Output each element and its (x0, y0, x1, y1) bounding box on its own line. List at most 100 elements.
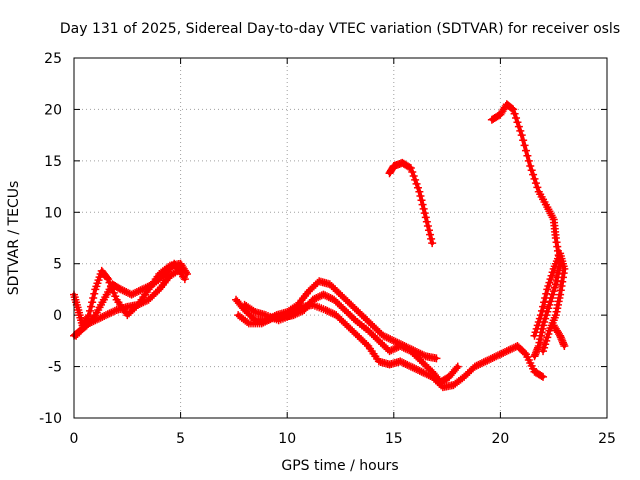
data-point-marker (413, 366, 422, 374)
y-tick-label: 15 (44, 154, 62, 170)
y-tick-label: 5 (53, 257, 62, 273)
data-point-marker (467, 366, 476, 374)
data-point-marker (378, 340, 387, 349)
data-point-marker (91, 316, 100, 325)
data-point-marker (310, 294, 319, 303)
data-point-marker (372, 324, 381, 333)
data-point-marker (101, 311, 110, 320)
data-point-marker (174, 266, 183, 275)
data-point-marker (89, 294, 98, 302)
data-point-marker (413, 354, 422, 362)
data-point-marker (539, 347, 548, 356)
data-point-marker (133, 300, 142, 309)
data-point-marker (151, 288, 160, 297)
data-point-marker (481, 357, 490, 366)
data-point-marker (418, 350, 427, 359)
data-point-marker (329, 283, 338, 292)
data-point-marker (361, 314, 370, 323)
data-point-marker (453, 362, 462, 371)
data-point-marker (337, 302, 346, 311)
data-point-marker (105, 309, 114, 318)
data-point-marker (331, 285, 340, 294)
data-point-marker (304, 287, 313, 296)
data-point-marker (424, 371, 433, 380)
data-point-marker (420, 351, 429, 360)
data-point-marker (541, 294, 550, 302)
data-point-marker (296, 304, 305, 313)
data-point-marker (309, 282, 318, 291)
data-point-marker (134, 287, 143, 296)
data-point-marker (422, 370, 431, 379)
data-point-marker (544, 330, 553, 338)
data-point-marker (403, 360, 412, 369)
data-point-marker (80, 321, 89, 330)
data-point-marker (545, 300, 554, 309)
data-point-marker (399, 343, 408, 352)
y-tick-label: -5 (48, 360, 62, 376)
data-point-marker (109, 288, 118, 297)
data-point-marker (535, 314, 544, 323)
y-tick-label: 10 (44, 205, 62, 221)
data-point-marker (396, 357, 405, 366)
data-point-marker (321, 291, 330, 300)
data-point-marker (465, 367, 474, 376)
data-point-marker (135, 300, 144, 308)
data-point-marker (338, 304, 347, 313)
data-point-marker (324, 293, 333, 302)
data-point-marker (176, 264, 185, 273)
data-point-marker (548, 290, 557, 299)
data-point-marker (397, 342, 406, 351)
data-point-marker (348, 326, 357, 335)
data-point-marker (120, 287, 129, 296)
data-point-marker (389, 345, 398, 354)
data-point-marker (96, 313, 105, 322)
data-point-marker (144, 295, 153, 304)
data-point-marker (406, 362, 415, 371)
data-point-marker (334, 312, 343, 321)
data-point-marker (82, 320, 91, 329)
data-point-marker (141, 297, 150, 306)
data-point-marker (124, 288, 133, 297)
data-point-marker (354, 307, 363, 316)
data-point-marker (373, 326, 382, 335)
data-point-marker (87, 318, 96, 326)
data-point-marker (521, 146, 530, 155)
data-point-marker (90, 289, 99, 298)
data-point-marker (432, 354, 441, 363)
data-point-marker (321, 306, 330, 314)
data-point-marker (412, 352, 421, 361)
data-point-marker (349, 314, 358, 323)
data-point-marker (157, 273, 166, 282)
data-point-marker (330, 295, 339, 304)
data-point-marker (543, 307, 552, 316)
data-point-marker (543, 333, 552, 342)
data-point-marker (347, 312, 356, 321)
data-point-marker (85, 306, 94, 315)
data-point-marker (479, 358, 488, 367)
series-arc-6 (240, 300, 548, 392)
x-tick-label: 5 (176, 431, 185, 447)
data-point-marker (333, 299, 342, 308)
data-point-marker (417, 367, 426, 376)
data-point-marker (435, 379, 444, 388)
data-point-marker (390, 344, 399, 353)
data-point-marker (350, 328, 359, 337)
data-point-marker (332, 287, 341, 296)
data-point-marker (323, 306, 332, 315)
data-point-marker (415, 187, 424, 196)
y-tick-label: 20 (44, 102, 62, 118)
data-point-marker (424, 364, 433, 373)
data-point-marker (382, 333, 391, 342)
data-point-marker (357, 335, 366, 344)
data-point-marker (405, 163, 414, 172)
data-point-marker (412, 365, 421, 374)
data-point-marker (110, 306, 119, 315)
data-point-marker (551, 280, 560, 289)
data-point-marker (536, 311, 545, 320)
data-point-marker (358, 336, 367, 345)
data-point-marker (560, 342, 569, 350)
data-point-marker (143, 282, 152, 291)
data-point-marker (530, 174, 539, 183)
data-point-marker (365, 328, 374, 337)
data-point-marker (422, 362, 431, 371)
